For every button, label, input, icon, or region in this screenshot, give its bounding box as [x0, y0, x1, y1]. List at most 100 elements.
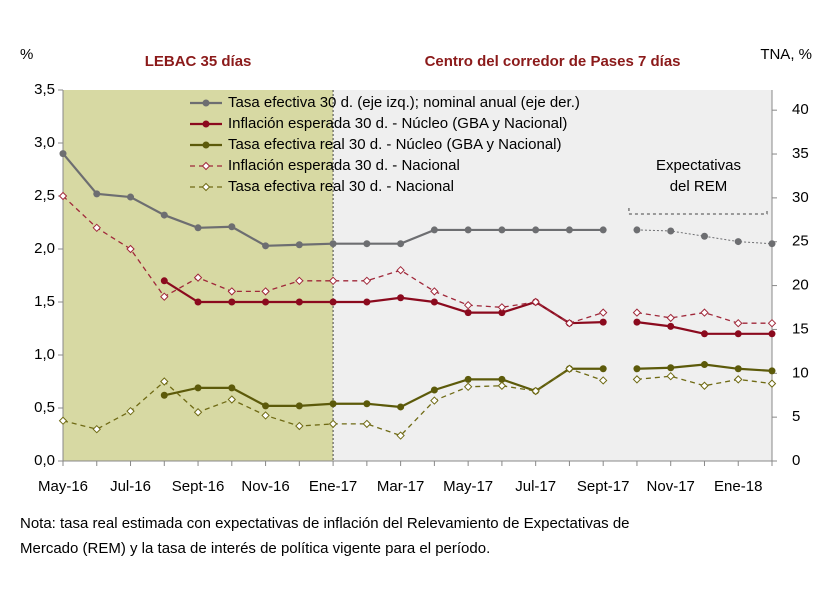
- forecast-label: Expectativas del REM: [656, 157, 741, 195]
- y2-tick-label: 15: [792, 320, 809, 337]
- y2-axis-label: TNA, %: [760, 46, 812, 63]
- data-point: [362, 276, 372, 286]
- data-point: [329, 298, 337, 306]
- data-point: [363, 400, 371, 408]
- data-point: [767, 318, 777, 328]
- data-point: [633, 365, 641, 373]
- legend-marker: [201, 161, 211, 171]
- data-point: [667, 364, 675, 372]
- legend-label: Tasa efectiva 30 d. (eje izq.); nominal …: [228, 94, 580, 111]
- data-point: [430, 386, 438, 394]
- y-axis-label: %: [20, 46, 33, 63]
- note: Nota: tasa real estimada con expectativa…: [20, 515, 630, 532]
- data-point: [328, 419, 338, 429]
- data-point: [193, 408, 203, 417]
- data-point: [666, 313, 675, 323]
- data-point: [700, 308, 709, 317]
- data-point: [93, 190, 101, 198]
- data-point: [328, 276, 338, 286]
- data-point: [598, 308, 608, 317]
- y2-tick-label: 0: [792, 452, 800, 469]
- data-point: [565, 226, 573, 234]
- data-point: [295, 241, 303, 249]
- data-point: [160, 277, 168, 285]
- data-point: [92, 424, 101, 434]
- y-tick-label: 2,0: [34, 240, 55, 257]
- data-point: [228, 298, 236, 306]
- data-point: [193, 273, 203, 282]
- data-point: [194, 384, 202, 392]
- series-line: [163, 279, 604, 325]
- series-line: [62, 195, 604, 324]
- x-tick-label: May-17: [443, 478, 493, 495]
- y2-tick-label: 10: [792, 364, 809, 381]
- y-tick-label: 0,0: [34, 452, 55, 469]
- data-point: [498, 226, 506, 234]
- data-point: [531, 297, 540, 307]
- data-point: [498, 375, 506, 383]
- y2-tick-label: 35: [792, 145, 809, 162]
- data-point: [531, 386, 540, 396]
- x-tick-label: Mar-17: [377, 478, 425, 495]
- data-point: [700, 361, 708, 369]
- x-tick-label: Sept-17: [577, 478, 630, 495]
- legend-marker: [202, 120, 210, 128]
- series-line: [164, 367, 604, 409]
- x-tick-label: Ene-18: [714, 478, 762, 495]
- data-point: [295, 402, 303, 410]
- x-tick-label: May-16: [38, 478, 88, 495]
- legend-marker: [201, 182, 211, 192]
- x-tick-label: Ene-17: [309, 478, 357, 495]
- legend-marker: [202, 99, 210, 107]
- data-point: [464, 226, 472, 234]
- series-line: [636, 311, 772, 324]
- data-point: [768, 240, 776, 248]
- data-point: [397, 240, 405, 248]
- forecast-label-line: del REM: [670, 178, 728, 195]
- data-point: [497, 381, 507, 390]
- data-point: [397, 294, 405, 302]
- data-point: [464, 309, 472, 317]
- data-point: [363, 298, 371, 306]
- data-point: [227, 287, 237, 296]
- data-point: [430, 298, 438, 306]
- data-point: [633, 226, 641, 234]
- region-shade: [333, 90, 772, 461]
- data-point: [194, 298, 202, 306]
- y-tick-label: 1,0: [34, 346, 55, 363]
- x-tick-label: Nov-17: [647, 478, 695, 495]
- data-point: [599, 365, 607, 373]
- data-point: [700, 381, 709, 390]
- data-point: [768, 367, 776, 375]
- data-point: [59, 150, 67, 158]
- series-line: [636, 229, 773, 245]
- series-line: [636, 375, 773, 387]
- data-point: [767, 379, 777, 388]
- region-label: Centro del corredor de Pases 7 días: [425, 53, 681, 70]
- data-point: [295, 298, 303, 306]
- data-point: [126, 406, 135, 416]
- y2-tick-label: 20: [792, 277, 809, 294]
- data-point: [598, 376, 608, 385]
- data-point: [599, 318, 607, 326]
- data-point: [262, 242, 270, 250]
- legend-label: Tasa efectiva real 30 d. - Núcleo (GBA y…: [228, 136, 562, 153]
- region-label: LEBAC 35 días: [145, 53, 252, 70]
- data-point: [329, 240, 337, 248]
- x-tick-label: Nov-16: [241, 478, 289, 495]
- y2-tick-label: 25: [792, 233, 809, 250]
- x-tick-label: Jul-16: [110, 478, 151, 495]
- data-point: [734, 318, 743, 328]
- data-point: [127, 193, 135, 201]
- data-point: [498, 309, 506, 317]
- data-point: [532, 226, 540, 234]
- data-point: [632, 375, 642, 384]
- data-point: [262, 402, 270, 410]
- data-point: [362, 419, 372, 429]
- data-point: [666, 371, 675, 381]
- data-point: [734, 238, 742, 246]
- data-point: [768, 330, 776, 338]
- data-point: [700, 232, 708, 240]
- data-point: [565, 318, 574, 328]
